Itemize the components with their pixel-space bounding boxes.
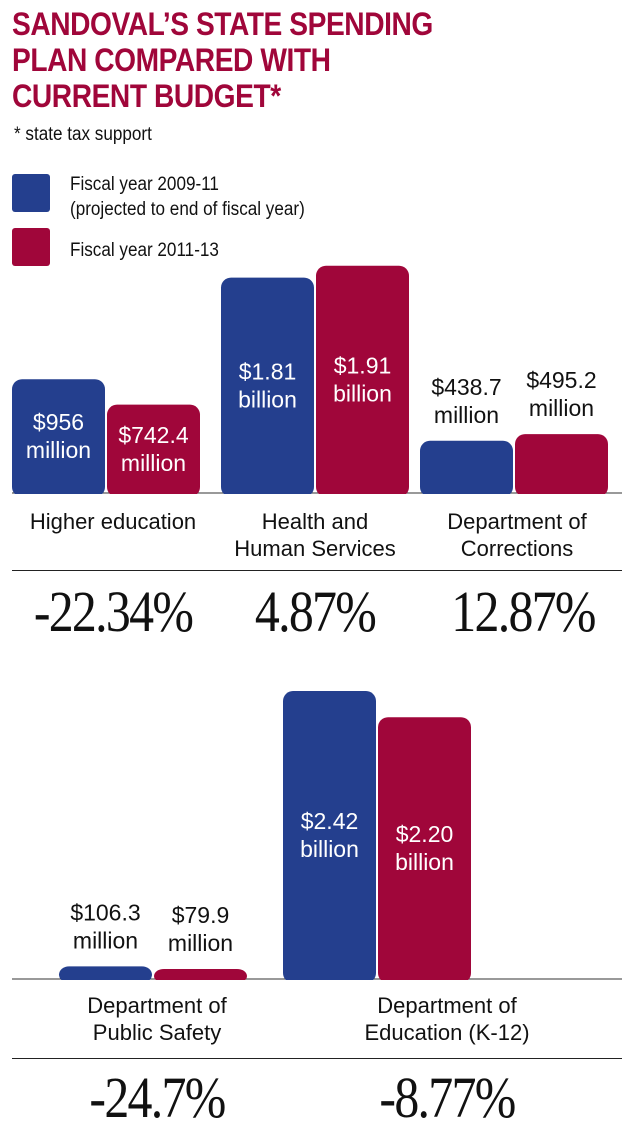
bar-fy1113 bbox=[154, 969, 247, 983]
category-label-corrections: Department of Corrections bbox=[412, 508, 622, 562]
category-line: Human Services bbox=[234, 536, 396, 561]
chart-title: SANDOVAL’S STATE SPENDING PLAN COMPARED … bbox=[12, 6, 540, 114]
bar-value-label: million bbox=[168, 930, 233, 956]
bar-value-label: $79.9 bbox=[172, 902, 230, 928]
bar-fy0911 bbox=[283, 691, 376, 983]
bar-value-label: billion bbox=[395, 849, 454, 875]
bar-value-label: $106.3 bbox=[70, 899, 140, 925]
legend-label-fy0911: Fiscal year 2009-11 (projected to end of… bbox=[70, 172, 305, 222]
legend-line: Fiscal year 2009-11 bbox=[70, 174, 219, 195]
legend-swatch-fy1113 bbox=[12, 228, 50, 266]
divider-rule bbox=[12, 570, 622, 571]
baseline-mask bbox=[0, 980, 640, 984]
legend-swatch-fy0911 bbox=[12, 174, 50, 212]
category-line: Health and bbox=[261, 509, 369, 534]
bar-fy0911 bbox=[12, 379, 105, 497]
bar-value-label: $438.7 bbox=[431, 374, 501, 400]
bar-fy0911 bbox=[221, 277, 314, 497]
category-line: Corrections bbox=[460, 536, 574, 561]
bar-value-label: $1.81 bbox=[239, 358, 297, 384]
bar-value-label: million bbox=[529, 395, 594, 421]
title-line: CURRENT BUDGET* bbox=[12, 78, 281, 114]
bar-fy1113 bbox=[316, 265, 409, 497]
bar-value-label: billion bbox=[238, 386, 297, 412]
category-line: Department of bbox=[447, 509, 587, 534]
divider-rule bbox=[12, 1058, 622, 1059]
category-label-health: Health and Human Services bbox=[210, 508, 420, 562]
footnote: * state tax support bbox=[14, 124, 152, 145]
change-higher-education: -22.34% bbox=[33, 579, 194, 644]
bar-value-label: billion bbox=[333, 380, 392, 406]
change-health: 4.87% bbox=[254, 579, 377, 644]
category-label-public-safety: Department of Public Safety bbox=[52, 992, 262, 1046]
bar-fy1113 bbox=[378, 717, 471, 983]
bar-value-label: million bbox=[73, 927, 138, 953]
change-education: -8.77% bbox=[379, 1065, 516, 1130]
title-line: PLAN COMPARED WITH bbox=[12, 42, 331, 78]
category-label-higher-education: Higher education bbox=[8, 508, 218, 535]
bar-value-label: $956 bbox=[33, 409, 84, 435]
category-line: Department of bbox=[377, 993, 517, 1018]
category-line: Higher education bbox=[29, 509, 197, 534]
bar-value-label: $495.2 bbox=[526, 367, 596, 393]
category-line: Education (K-12) bbox=[364, 1020, 530, 1045]
title-line: SANDOVAL’S STATE SPENDING bbox=[12, 6, 433, 42]
legend-line: (projected to end of fiscal year) bbox=[70, 199, 305, 220]
bar-fy1113 bbox=[107, 404, 200, 497]
bar-value-label: billion bbox=[300, 836, 359, 862]
bar-value-label: million bbox=[26, 437, 91, 463]
bar-value-label: $2.42 bbox=[301, 808, 359, 834]
bar-value-label: million bbox=[121, 450, 186, 476]
bar-value-label: $742.4 bbox=[118, 422, 189, 448]
bar-value-label: $2.20 bbox=[396, 821, 454, 847]
bar-fy0911 bbox=[59, 966, 152, 983]
bar-fy0911 bbox=[420, 440, 513, 497]
category-label-education: Department of Education (K-12) bbox=[342, 992, 552, 1046]
change-public-safety: -24.7% bbox=[89, 1065, 226, 1130]
change-corrections: 12.87% bbox=[451, 579, 596, 644]
bar-value-label: $1.91 bbox=[334, 352, 392, 378]
baseline-mask bbox=[0, 494, 640, 498]
bar-fy1113 bbox=[515, 434, 608, 497]
bar-value-label: million bbox=[434, 402, 499, 428]
legend-label-fy1113: Fiscal year 2011-13 bbox=[70, 238, 219, 263]
legend-line: Fiscal year 2011-13 bbox=[70, 240, 219, 261]
category-line: Department of bbox=[87, 993, 227, 1018]
category-line: Public Safety bbox=[92, 1020, 222, 1045]
